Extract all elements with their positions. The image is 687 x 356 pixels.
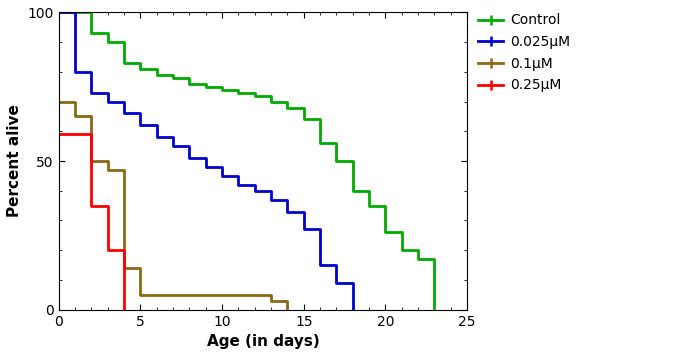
X-axis label: Age (in days): Age (in days) bbox=[207, 334, 319, 349]
Legend: Control, 0.025μM, 0.1μM, 0.25μM: Control, 0.025μM, 0.1μM, 0.25μM bbox=[478, 14, 570, 92]
Y-axis label: Percent alive: Percent alive bbox=[7, 105, 22, 218]
